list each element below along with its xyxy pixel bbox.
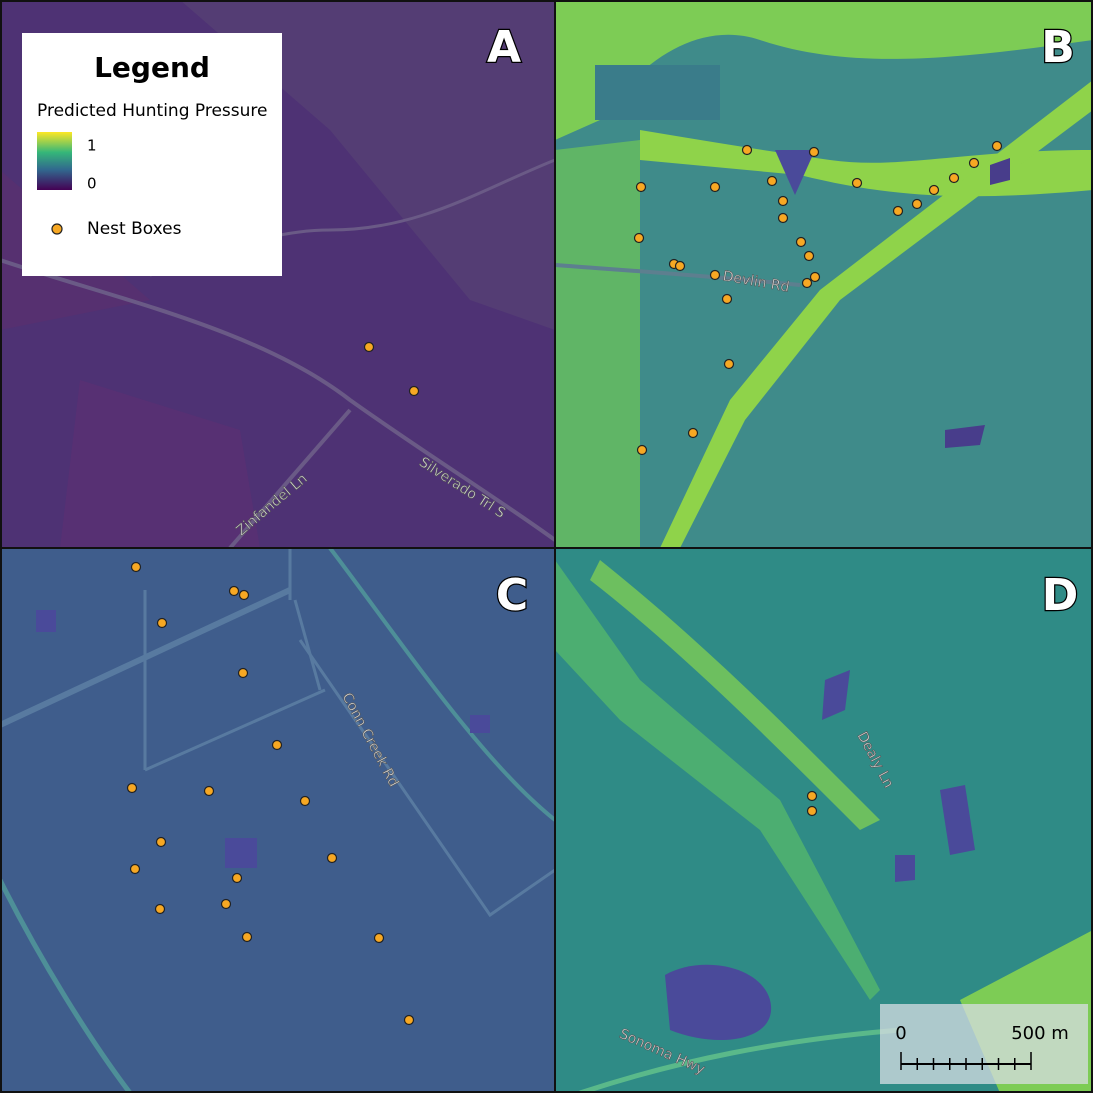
nest-box bbox=[808, 792, 817, 801]
panel-label: D bbox=[1042, 570, 1079, 621]
nest-box bbox=[273, 741, 282, 750]
nest-box bbox=[930, 186, 939, 195]
legend-title: Legend bbox=[94, 51, 210, 84]
nest-box bbox=[375, 934, 384, 943]
nest-box bbox=[301, 797, 310, 806]
nest-box bbox=[811, 273, 820, 282]
nest-box bbox=[779, 197, 788, 206]
scale-start: 0 bbox=[895, 1023, 906, 1044]
nest-box bbox=[365, 343, 374, 352]
nest-box bbox=[894, 207, 903, 216]
scale-bar: 0 500 m bbox=[880, 1004, 1088, 1084]
nest-box bbox=[128, 784, 137, 793]
nest-box bbox=[913, 200, 922, 209]
nest-box bbox=[950, 174, 959, 183]
nest-box bbox=[743, 146, 752, 155]
nest-box bbox=[132, 563, 141, 572]
map-figure: A B C D Zinfandel Ln Silverado Trl S Dev… bbox=[0, 0, 1093, 1093]
nest-box bbox=[637, 183, 646, 192]
panel-label: A bbox=[487, 22, 521, 73]
panel-label: B bbox=[1041, 22, 1075, 73]
nest-box bbox=[676, 262, 685, 271]
nest-box bbox=[805, 252, 814, 261]
water bbox=[470, 715, 490, 733]
nest-box bbox=[638, 446, 647, 455]
nest-box bbox=[131, 865, 140, 874]
nest-box bbox=[222, 900, 231, 909]
scale-end: 500 m bbox=[1011, 1023, 1069, 1044]
color-ramp bbox=[37, 132, 72, 190]
nest-box bbox=[797, 238, 806, 247]
nest-box bbox=[157, 838, 166, 847]
nest-box bbox=[239, 669, 248, 678]
nest-box bbox=[156, 905, 165, 914]
nest-box bbox=[725, 360, 734, 369]
nest-box bbox=[723, 295, 732, 304]
nest-box bbox=[158, 619, 167, 628]
nest-box bbox=[993, 142, 1002, 151]
high-pressure bbox=[555, 140, 640, 548]
nest-box bbox=[768, 177, 777, 186]
legend-ramp-title: Predicted Hunting Pressure bbox=[37, 101, 268, 121]
nest-box bbox=[853, 179, 862, 188]
nest-box bbox=[405, 1016, 414, 1025]
nest-box bbox=[328, 854, 337, 863]
water bbox=[895, 855, 915, 882]
nest-box bbox=[205, 787, 214, 796]
legend: Legend Predicted Hunting Pressure 1 0 Ne… bbox=[22, 33, 282, 276]
nest-box bbox=[711, 183, 720, 192]
nest-box bbox=[970, 159, 979, 168]
nest-box bbox=[810, 148, 819, 157]
nest-box bbox=[711, 271, 720, 280]
legend-ramp-min: 0 bbox=[87, 175, 97, 193]
nest-box bbox=[803, 279, 812, 288]
panel-c bbox=[0, 548, 555, 1093]
nest-box bbox=[635, 234, 644, 243]
nest-box bbox=[410, 387, 419, 396]
legend-ramp-max: 1 bbox=[87, 137, 97, 155]
nest-box bbox=[779, 214, 788, 223]
water bbox=[225, 838, 257, 868]
legend-symbol bbox=[52, 224, 62, 234]
field bbox=[595, 65, 720, 120]
panel-label: C bbox=[496, 570, 528, 621]
nest-box bbox=[240, 591, 249, 600]
nest-box bbox=[243, 933, 252, 942]
legend-points-label: Nest Boxes bbox=[87, 219, 182, 239]
nest-box bbox=[689, 429, 698, 438]
water bbox=[36, 610, 56, 632]
nest-box bbox=[808, 807, 817, 816]
panel-b bbox=[555, 0, 1093, 548]
panel-bg bbox=[0, 548, 555, 1093]
nest-box bbox=[233, 874, 242, 883]
scale-box bbox=[880, 1004, 1088, 1084]
nest-box bbox=[230, 587, 239, 596]
